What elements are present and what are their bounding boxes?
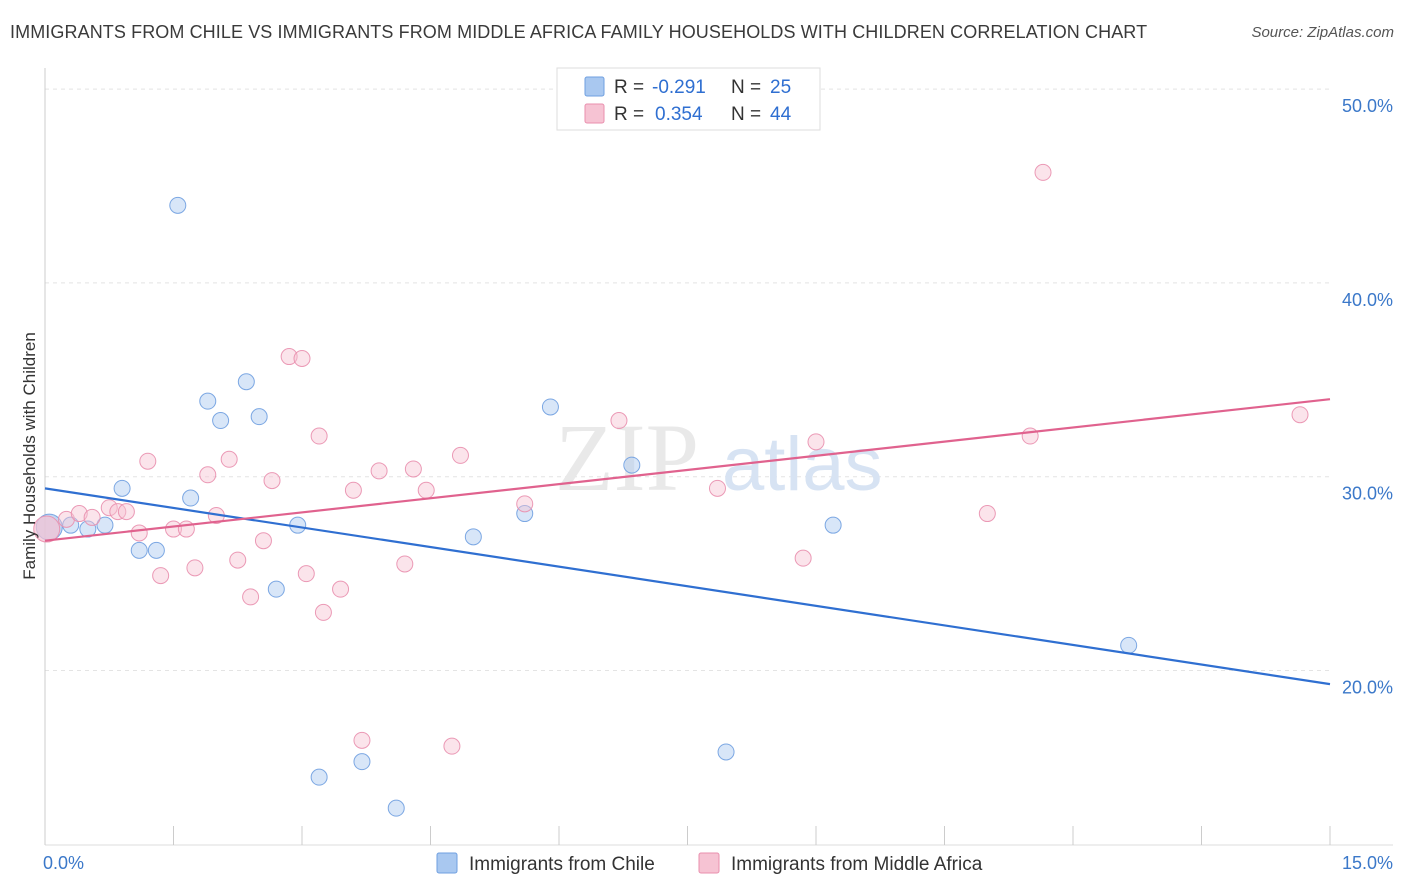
point-series1-9 <box>152 567 170 585</box>
point-series1-3 <box>83 508 101 526</box>
legend-r-label-2: R = <box>614 104 644 125</box>
point-series1-27 <box>353 731 371 749</box>
point-series1-25 <box>332 580 350 598</box>
point-series0-4 <box>113 479 131 497</box>
point-series1-30 <box>404 460 422 478</box>
point-series1-16 <box>229 551 247 569</box>
trend-line-series1 <box>44 398 1331 542</box>
point-series0-5 <box>130 541 148 559</box>
series-legend-label-chile: Immigrants from Chile <box>469 854 655 875</box>
point-series0-15 <box>310 768 328 786</box>
legend-n-value-1: 25 <box>770 77 791 98</box>
trend-line-series0 <box>44 487 1331 686</box>
watermark-atlas: atlas <box>722 422 883 507</box>
x-tick-label-0: 0.0% <box>43 853 84 873</box>
series-legend-swatch-chile <box>436 852 458 874</box>
point-series0-19 <box>516 505 534 523</box>
point-series0-16 <box>353 753 371 771</box>
point-series1-39 <box>978 505 996 523</box>
point-series1-2 <box>70 505 88 523</box>
point-series1-23 <box>310 427 328 445</box>
point-series0-10 <box>212 412 230 430</box>
source-label: Source: ZipAtlas.com <box>1251 24 1394 41</box>
y-tick-label-2: 40.0% <box>1342 290 1393 310</box>
point-series0-6 <box>147 541 165 559</box>
y-tick-label-3: 50.0% <box>1342 96 1393 116</box>
gridlines <box>45 88 1330 672</box>
point-series1-17 <box>242 588 260 606</box>
series-legend-swatch-middle-africa <box>698 852 720 874</box>
point-series1-8 <box>139 452 157 470</box>
point-series0-13 <box>267 580 285 598</box>
point-series1-7 <box>130 524 148 542</box>
point-series1-37 <box>794 549 812 567</box>
point-series1-6 <box>117 503 135 521</box>
point-series1-22 <box>297 565 315 583</box>
legend: R = -0.291 N = 25 R = 0.354 N = 44 <box>556 67 821 131</box>
point-series1-12 <box>186 559 204 577</box>
legend-n-label-2: N = <box>731 104 761 125</box>
watermark: ZIP atlas <box>555 404 883 511</box>
y-tick-label-1: 30.0% <box>1342 484 1393 504</box>
point-series0-18 <box>464 528 482 546</box>
point-series0-7 <box>169 196 187 214</box>
legend-r-label-1: R = <box>614 77 644 98</box>
point-series0-22 <box>717 743 735 761</box>
point-series1-31 <box>417 481 435 499</box>
point-series1-20 <box>280 348 298 366</box>
series-legend: Immigrants from Chile Immigrants from Mi… <box>436 852 983 875</box>
point-series1-34 <box>516 495 534 513</box>
point-series1-38 <box>807 433 825 451</box>
point-series0-20 <box>541 398 559 416</box>
legend-n-label-1: N = <box>731 77 761 98</box>
point-series1-24 <box>314 603 332 621</box>
point-series1-33 <box>451 446 469 464</box>
point-series0-11 <box>237 373 255 391</box>
point-series1-15 <box>220 450 238 468</box>
legend-r-value-2: 0.354 <box>655 104 703 125</box>
point-series1-0 <box>33 515 61 543</box>
point-series1-29 <box>396 555 414 573</box>
point-series1-5 <box>109 503 127 521</box>
legend-swatch-chile <box>584 76 605 97</box>
point-series1-28 <box>370 462 388 480</box>
legend-swatch-middle-africa <box>584 103 605 124</box>
point-series1-18 <box>254 532 272 550</box>
legend-r-value-1: -0.291 <box>652 77 706 98</box>
axes <box>44 68 1393 846</box>
chart-title: IMMIGRANTS FROM CHILE VS IMMIGRANTS FROM… <box>10 22 1148 42</box>
point-series0-21 <box>623 456 641 474</box>
point-series1-42 <box>1291 406 1309 424</box>
point-series1-26 <box>344 481 362 499</box>
legend-n-value-2: 44 <box>770 104 792 125</box>
x-tick-label-1: 15.0% <box>1342 853 1393 873</box>
y-tick-label-0: 20.0% <box>1342 678 1393 698</box>
point-series1-36 <box>708 479 726 497</box>
point-series1-21 <box>293 349 311 367</box>
point-series0-9 <box>199 392 217 410</box>
point-series1-4 <box>100 499 118 517</box>
point-series0-8 <box>182 489 200 507</box>
point-series0-23 <box>824 516 842 534</box>
point-series1-41 <box>1034 163 1052 181</box>
point-series0-24 <box>1120 636 1138 654</box>
point-series0-12 <box>250 408 268 426</box>
point-series1-40 <box>1021 427 1039 445</box>
trend-lines <box>44 398 1331 686</box>
point-series1-19 <box>263 472 281 490</box>
point-series1-13 <box>199 466 217 484</box>
point-series1-32 <box>443 737 461 755</box>
tick-labels: 20.0% 30.0% 40.0% 50.0% 0.0% 15.0% <box>43 96 1393 873</box>
point-series1-35 <box>610 412 628 430</box>
series-legend-label-middle-africa: Immigrants from Middle Africa <box>731 854 983 875</box>
point-series0-17 <box>387 799 405 817</box>
y-axis-label: Family Households with Children <box>20 332 39 580</box>
